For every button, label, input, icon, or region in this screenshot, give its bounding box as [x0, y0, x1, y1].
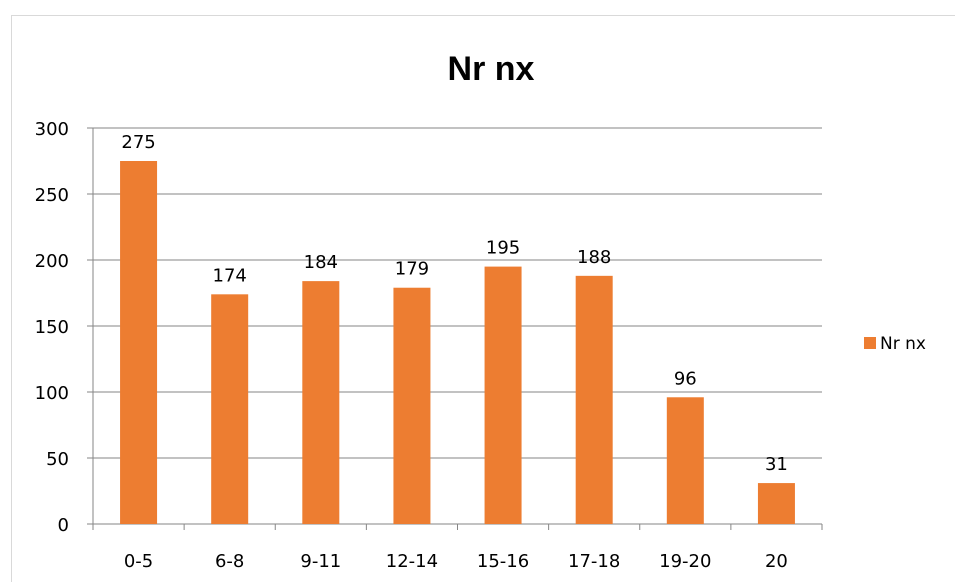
data-labels: 275 174 184 179 195 188 96 31	[121, 132, 788, 475]
bar	[484, 266, 522, 524]
y-tick-label: 200	[35, 251, 69, 272]
x-tick-label: 17-18	[568, 551, 620, 572]
data-label: 195	[486, 238, 520, 259]
bar	[302, 281, 340, 524]
data-label: 184	[304, 252, 338, 273]
bar	[393, 287, 431, 524]
legend: Nr nx	[864, 334, 926, 354]
bar	[211, 294, 249, 524]
data-label: 174	[213, 265, 247, 286]
chart-title: Nr nx	[448, 50, 535, 88]
x-tick-label: 15-16	[477, 551, 529, 572]
gridlines	[93, 127, 822, 459]
y-axis: 0 50 100 150 200 250 300	[35, 119, 94, 536]
legend-swatch	[864, 337, 876, 349]
y-tick-label: 0	[58, 515, 69, 536]
bar	[575, 275, 613, 524]
x-axis: 0-5 6-8 9-11 12-14 15-16 17-18 19-20 20	[92, 523, 823, 572]
chart-frame	[11, 15, 955, 582]
data-label: 188	[577, 247, 611, 268]
y-tick-label: 50	[46, 449, 69, 470]
x-tick-label: 12-14	[386, 551, 438, 572]
bar	[666, 397, 704, 524]
legend-label: Nr nx	[880, 334, 926, 354]
x-tick-label: 19-20	[659, 551, 711, 572]
x-tick-label: 20	[765, 551, 788, 572]
x-tick-label: 9-11	[300, 551, 341, 572]
data-label: 275	[121, 132, 155, 153]
x-tick-label: 0-5	[124, 551, 153, 572]
bars	[120, 161, 795, 524]
y-tick-label: 300	[35, 119, 69, 140]
data-label: 179	[395, 259, 429, 280]
bar	[120, 161, 158, 524]
bar	[757, 483, 795, 524]
y-tick-label: 250	[35, 185, 69, 206]
x-tick-label: 6-8	[215, 551, 244, 572]
y-tick-label: 100	[35, 383, 69, 404]
data-label: 31	[765, 454, 788, 475]
data-label: 96	[674, 368, 697, 389]
y-tick-label: 150	[35, 317, 69, 338]
